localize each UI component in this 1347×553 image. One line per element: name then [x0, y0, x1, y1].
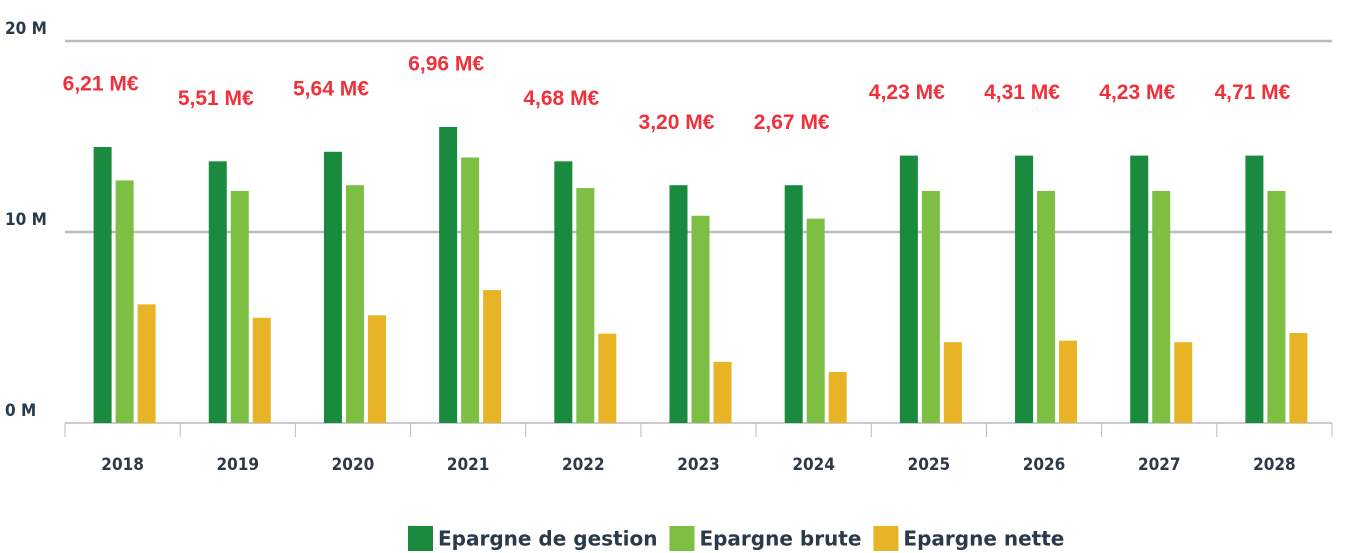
- legend-label: Epargne de gestion: [438, 527, 657, 551]
- bar: [93, 147, 112, 423]
- x-tick-label: 2028: [1253, 455, 1296, 475]
- bar: [345, 185, 364, 423]
- bar: [691, 215, 710, 423]
- bar: [1015, 155, 1034, 423]
- value-label: 4,68 M€: [523, 87, 599, 110]
- bar: [1037, 190, 1056, 423]
- legend-swatch: [669, 526, 695, 551]
- bar: [598, 333, 617, 423]
- bar: [252, 317, 271, 423]
- bar: [806, 218, 825, 423]
- value-label: 4,23 M€: [869, 81, 945, 104]
- bar: [1152, 190, 1171, 423]
- x-tick-label: 2025: [908, 455, 951, 475]
- bar: [137, 304, 156, 423]
- legend-swatch: [408, 526, 433, 551]
- bar: [1289, 333, 1308, 423]
- bar: [921, 190, 940, 423]
- y-tick-label: 0 M: [5, 401, 36, 421]
- value-label: 6,96 M€: [408, 52, 484, 75]
- bar: [576, 188, 595, 423]
- x-tick-label: 2019: [216, 455, 259, 475]
- bar: [713, 361, 732, 423]
- bar: [115, 180, 134, 423]
- bar: [828, 372, 847, 423]
- value-label: 5,51 M€: [178, 87, 254, 110]
- value-label: 4,31 M€: [984, 81, 1060, 104]
- bar: [439, 126, 458, 423]
- bar: [1059, 340, 1078, 423]
- x-tick-label: 2023: [677, 455, 720, 475]
- legend-swatch: [873, 526, 899, 551]
- value-label: 6,21 M€: [63, 73, 139, 96]
- value-label: 4,71 M€: [1214, 81, 1290, 104]
- value-label: 4,23 M€: [1099, 81, 1175, 104]
- x-tick-label: 2021: [447, 455, 490, 475]
- bar: [784, 185, 803, 423]
- value-label: 3,20 M€: [639, 111, 715, 134]
- bar: [1267, 190, 1286, 423]
- bar: [1245, 155, 1264, 423]
- value-label: 5,64 M€: [293, 77, 369, 100]
- legend-label: Epargne nette: [903, 527, 1064, 551]
- y-tick-label: 20 M: [5, 19, 47, 39]
- bar: [483, 290, 502, 423]
- bar: [1174, 342, 1193, 423]
- x-tick-label: 2022: [562, 455, 605, 475]
- x-tick-label: 2027: [1138, 455, 1181, 475]
- x-tick-label: 2020: [332, 455, 375, 475]
- x-tick-label: 2024: [792, 455, 835, 475]
- bar: [1130, 155, 1149, 423]
- x-tick-label: 2018: [101, 455, 144, 475]
- bar: [943, 342, 962, 423]
- legend-label: Epargne brute: [699, 527, 861, 551]
- x-tick-label: 2026: [1023, 455, 1066, 475]
- bar: [669, 185, 688, 423]
- y-tick-label: 10 M: [5, 210, 47, 230]
- bar: [230, 190, 249, 423]
- bar: [323, 151, 342, 423]
- bar: [899, 155, 918, 423]
- bar: [554, 161, 573, 423]
- value-label: 2,67 M€: [754, 111, 830, 134]
- bar: [367, 315, 386, 423]
- bar: [461, 157, 480, 423]
- bar: [208, 161, 227, 423]
